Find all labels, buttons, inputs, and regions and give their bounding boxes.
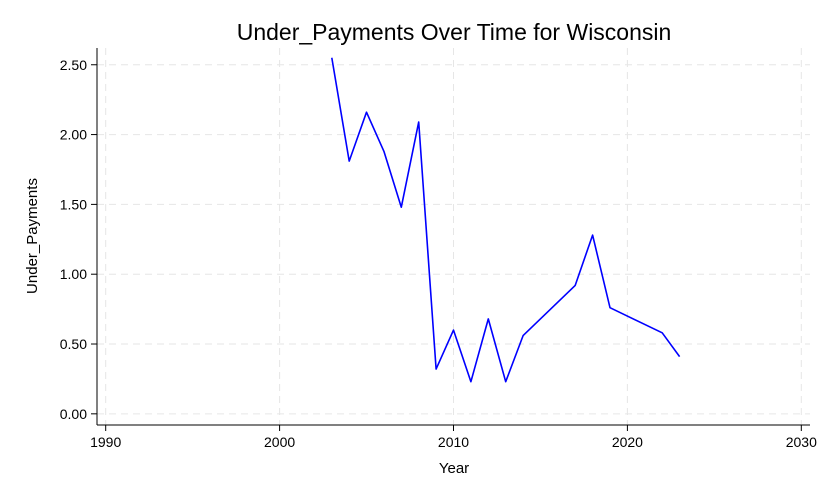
series-layer [331,57,681,383]
y-tick-label: 0.00 [60,406,87,422]
y-tick-label: 1.50 [60,196,87,212]
x-tick-label: 2020 [612,434,643,450]
y-axis-label: Under_Payments [24,178,41,294]
y-tick-label: 2.50 [60,57,87,73]
x-tick-label: 2010 [438,434,469,450]
y-tick-label: 0.50 [60,336,87,352]
series-line [331,57,681,383]
x-axis-label: Year [439,460,469,477]
chart-title: Under_Payments Over Time for Wisconsin [237,19,672,45]
x-tick-label: 2030 [786,434,817,450]
axes: 1990 2000 2010 2020 2030 0.00 0.50 1.00 1.50 2.00… [60,48,817,450]
x-tick-label: 1990 [90,434,121,450]
x-tick-label: 2000 [264,434,295,450]
y-tick-label: 2.00 [60,127,87,143]
grid-lines [97,48,810,425]
y-tick-label: 1.00 [60,266,87,282]
